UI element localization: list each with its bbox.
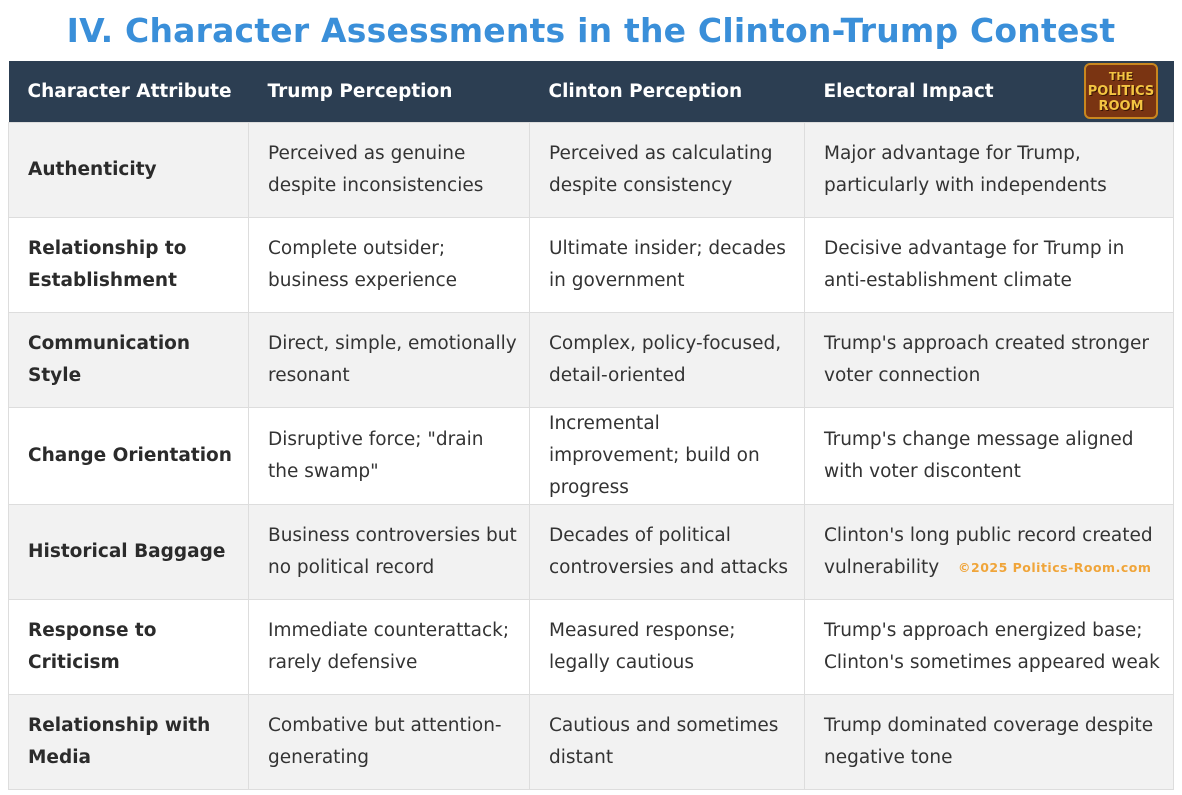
- attribute-cell: Relationship with Media: [8, 693, 249, 790]
- trump-cell: Business controversies but no political …: [248, 503, 530, 600]
- logo-line-the: THE: [1108, 70, 1134, 83]
- impact-cell: Trump's approach energized base; Clinton…: [804, 598, 1174, 695]
- clinton-cell: Complex, policy-focused, detail-oriented: [529, 311, 805, 408]
- impact-cell: Trump's approach created stronger voter …: [804, 311, 1174, 408]
- trump-cell: Direct, simple, emotionally resonant: [248, 311, 530, 408]
- clinton-cell: Measured response; legally cautious: [529, 598, 805, 695]
- logo-line-room: ROOM: [1098, 99, 1144, 114]
- politics-room-logo: THE POLITICS ROOM: [1084, 63, 1158, 119]
- clinton-cell: Perceived as calculating despite consist…: [529, 121, 805, 218]
- copyright-watermark: ©2025 Politics-Room.com: [958, 560, 1152, 575]
- table-row: Historical Baggage Business controversie…: [8, 503, 1174, 600]
- table-row: Relationship to Establishment Complete o…: [8, 216, 1174, 313]
- trump-cell: Complete outsider; business experience: [248, 216, 530, 313]
- table-row: Communication Style Direct, simple, emot…: [8, 311, 1174, 408]
- trump-cell: Combative but attention-generating: [248, 693, 530, 790]
- header-clinton-perception: Clinton Perception: [529, 61, 805, 122]
- clinton-cell: Decades of political controversies and a…: [529, 503, 805, 600]
- attribute-cell: Communication Style: [8, 311, 249, 408]
- trump-cell: Immediate counterattack; rarely defensiv…: [248, 598, 530, 695]
- attribute-cell: Change Orientation: [8, 406, 249, 505]
- header-trump-perception: Trump Perception: [248, 61, 530, 122]
- table-row: Relationship with Media Combative but at…: [8, 693, 1174, 790]
- impact-cell: Decisive advantage for Trump in anti-est…: [804, 216, 1174, 313]
- attribute-cell: Response to Criticism: [8, 598, 249, 695]
- logo-line-politics: POLITICS: [1087, 84, 1155, 99]
- clinton-cell: Incremental improvement; build on progre…: [529, 406, 805, 505]
- page-title: IV. Character Assessments in the Clinton…: [66, 11, 1116, 50]
- character-assessment-table: Character Attribute Trump Perception Cli…: [8, 61, 1174, 790]
- table-header-row: Character Attribute Trump Perception Cli…: [8, 61, 1174, 122]
- table-row: Authenticity Perceived as genuine despit…: [8, 121, 1174, 218]
- impact-cell: Trump dominated coverage despite negativ…: [804, 693, 1174, 790]
- attribute-cell: Authenticity: [8, 121, 249, 218]
- impact-cell: Trump's change message aligned with vote…: [804, 406, 1174, 505]
- clinton-cell: Ultimate insider; decades in government: [529, 216, 805, 313]
- table-row: Response to Criticism Immediate countera…: [8, 598, 1174, 695]
- impact-cell: Major advantage for Trump, particularly …: [804, 121, 1174, 218]
- impact-cell: Clinton's long public record created vul…: [804, 503, 1174, 600]
- trump-cell: Disruptive force; "drain the swamp": [248, 406, 530, 505]
- header-character-attribute: Character Attribute: [8, 61, 249, 122]
- trump-cell: Perceived as genuine despite inconsisten…: [248, 121, 530, 218]
- attribute-cell: Historical Baggage: [8, 503, 249, 600]
- clinton-cell: Cautious and sometimes distant: [529, 693, 805, 790]
- attribute-cell: Relationship to Establishment: [8, 216, 249, 313]
- table-row: Change Orientation Disruptive force; "dr…: [8, 406, 1174, 505]
